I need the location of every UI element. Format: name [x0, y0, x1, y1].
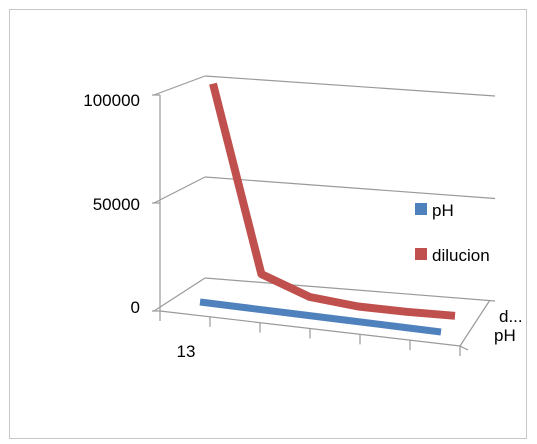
x-tick-label: 13: [177, 342, 196, 361]
gridline-side: [153, 277, 206, 312]
y-tick-label: 0: [131, 298, 140, 317]
depth-axis: [459, 299, 491, 347]
depth-axis-label: d...: [499, 307, 523, 326]
gridline-side: [153, 176, 206, 204]
gridline: [204, 277, 496, 302]
gridline: [204, 176, 496, 200]
series-line-dilucion: [209, 82, 456, 320]
legend-label-dilucion: dilucion: [432, 246, 490, 265]
y-tick-label: 50000: [93, 195, 140, 214]
depth-tick-mark: [459, 345, 469, 351]
series-line-ph: [199, 298, 442, 336]
gridline-side: [153, 75, 206, 96]
gridline: [204, 75, 496, 97]
depth-axis-label: pH: [494, 326, 516, 345]
y-tick-label: 100000: [83, 91, 140, 110]
legend-swatch-ph: [415, 203, 427, 215]
legend-label-ph: pH: [432, 201, 454, 220]
legend-swatch-dilucion: [415, 248, 427, 260]
x-axis: [159, 310, 461, 347]
